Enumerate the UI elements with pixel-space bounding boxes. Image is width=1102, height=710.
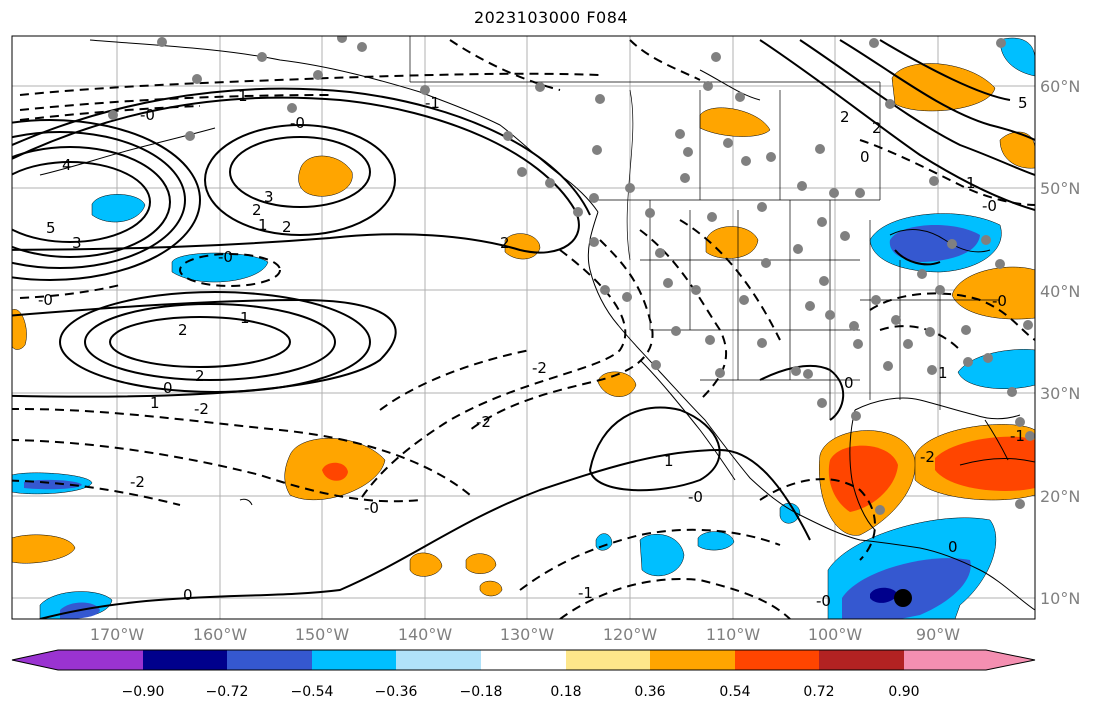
lon-label: 130°W [500, 625, 555, 644]
contour-label: 1 [258, 216, 268, 234]
contour-label: 0 [163, 379, 173, 397]
contour-labels: 4 5 3 3 2 1 2 2 2 1 2 0 1 1 0 5 2 2 1 0 … [38, 87, 1028, 610]
colorbar-segment [227, 650, 312, 670]
colorbar-segment [312, 650, 396, 670]
contour-label: 4 [62, 156, 72, 174]
contour-label: -0 [140, 106, 155, 124]
contour-label: 3 [72, 234, 82, 252]
lat-label: 50°N [1040, 179, 1080, 198]
colorbar-segments [12, 650, 1035, 670]
colorbar-tick-label: 0.36 [634, 684, 665, 700]
contour-label: 0 [860, 148, 870, 166]
map-title: 2023103000 F084 [473, 8, 629, 27]
lon-label: 160°W [193, 625, 248, 644]
colorbar-tick-label: −0.54 [291, 684, 334, 700]
contour-label: 0 [844, 374, 854, 392]
contour-label: 3 [264, 188, 274, 206]
contour-label: 2 [872, 119, 882, 137]
colorbar-segment [481, 650, 566, 670]
contour-label: -1 [1010, 427, 1025, 445]
contour-label: -0 [218, 248, 233, 266]
contour-label: -0 [364, 499, 379, 517]
lat-label: 40°N [1040, 282, 1080, 301]
colorbar-tick-label: 0.72 [803, 684, 834, 700]
colorbar-tick-label: 0.18 [550, 684, 581, 700]
colorbar-tick-label: 0.54 [719, 684, 750, 700]
contour-label: 1 [664, 452, 674, 470]
dashed-contours [12, 39, 1035, 619]
contour-label: -0 [982, 197, 997, 215]
contour-label: 2 [840, 108, 850, 126]
lat-label: 30°N [1040, 384, 1080, 403]
contour-label: 0 [948, 538, 958, 556]
colorbar-segment [986, 650, 1035, 670]
lon-label: 90°W [916, 625, 960, 644]
contour-label: 1 [966, 174, 976, 192]
colorbar-tick-labels: −0.90 −0.72 −0.54 −0.36 −0.18 0.18 0.36 … [122, 684, 920, 700]
contour-label: -0 [816, 592, 831, 610]
station-markers [108, 36, 1035, 515]
colorbar-tick-label: −0.36 [375, 684, 418, 700]
longitude-labels: 170°W 160°W 150°W 140°W 130°W 120°W 110°… [90, 625, 960, 644]
contour-label: -1 [425, 94, 440, 112]
contour-label: -0 [38, 291, 53, 309]
lon-label: 140°W [398, 625, 453, 644]
positive-anomaly-shading [12, 63, 1035, 597]
contour-label: -2 [476, 413, 491, 431]
contour-label: -0 [992, 292, 1007, 310]
contour-label: 5 [46, 219, 56, 237]
colorbar-segment [904, 650, 986, 670]
contour-label: -2 [130, 473, 145, 491]
colorbar-outline [11, 649, 1036, 671]
lon-label: 170°W [90, 625, 145, 644]
colorbar-segment [735, 650, 819, 670]
contour-label: -1 [578, 584, 593, 602]
contour-label: 2 [282, 218, 292, 236]
lat-label: 10°N [1040, 589, 1080, 608]
borders [409, 36, 1000, 420]
contour-label: 2 [178, 321, 188, 339]
contour-label: 2 [252, 201, 262, 219]
colorbar-segment [650, 650, 735, 670]
contour-label: 5 [1018, 94, 1028, 112]
lon-label: 100°W [808, 625, 863, 644]
colorbar-tick-label: −0.18 [460, 684, 503, 700]
contour-label: -2 [920, 448, 935, 466]
solid-contours [12, 39, 1035, 619]
colorbar-segment [566, 650, 650, 670]
lon-label: 110°W [706, 625, 761, 644]
lat-label: 60°N [1040, 77, 1080, 96]
colorbar-segment [58, 650, 143, 670]
contour-label: 1 [150, 394, 160, 412]
colorbar-tick-label: 0.90 [888, 684, 919, 700]
lon-label: 120°W [603, 625, 658, 644]
colorbar-tick-label: −0.72 [206, 684, 249, 700]
lon-label: 150°W [295, 625, 350, 644]
colorbar-tick-label: −0.90 [122, 684, 165, 700]
colorbar-segment [396, 650, 481, 670]
contour-label: -0 [688, 488, 703, 506]
contour-label: 1 [238, 87, 248, 105]
contour-label: 1 [240, 309, 250, 327]
contour-label: 2 [500, 234, 510, 252]
contour-label: 1 [938, 364, 948, 382]
contour-label: -0 [290, 114, 305, 132]
negative-anomaly-shading [12, 37, 1035, 619]
colorbar: −0.90 −0.72 −0.54 −0.36 −0.18 0.18 0.36 … [11, 649, 1036, 700]
contour-label: -2 [532, 359, 547, 377]
latitude-labels: 60°N 50°N 40°N 30°N 20°N 10°N [1040, 77, 1080, 608]
location-marker [894, 589, 912, 607]
contour-label: 0 [183, 586, 193, 604]
colorbar-segment [12, 650, 58, 670]
contour-label: 2 [195, 367, 205, 385]
colorbar-segment [143, 650, 227, 670]
lat-label: 20°N [1040, 487, 1080, 506]
contour-label: -2 [194, 400, 209, 418]
map-frame [11, 35, 1036, 620]
map-background [12, 36, 1035, 619]
colorbar-segment [819, 650, 904, 670]
